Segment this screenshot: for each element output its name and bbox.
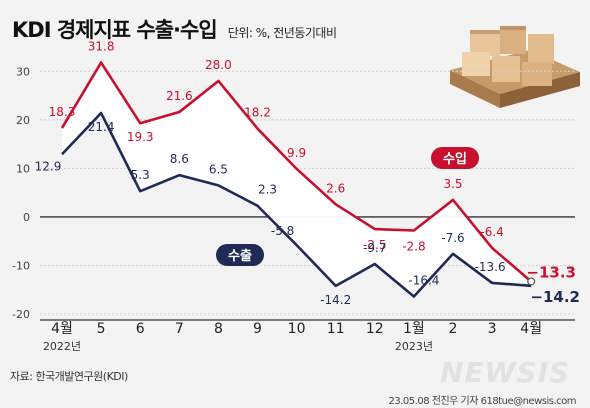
x-tick-label: 9 [253, 321, 262, 337]
unit-label: 단위: %, 전년동기대비 [227, 26, 337, 40]
x-tick-label: 12 [366, 321, 384, 337]
export-value-label: -14.2 [320, 293, 351, 307]
gap-area [62, 62, 532, 297]
export-value-label: 5.3 [131, 168, 150, 182]
y-tick-label: 30 [16, 65, 30, 78]
import-value-label: 28.0 [205, 58, 232, 72]
x-tick-label: 1월 [403, 321, 425, 337]
import-value-label: 3.5 [443, 177, 462, 191]
credit-line: 23.05.08 전진우 기자 618tue@newsis.com [388, 396, 577, 407]
x-tick-label: 6 [136, 321, 145, 337]
import-line [60, 61, 533, 283]
chart-title: KDI 경제지표 수출·수입 [12, 18, 218, 42]
export-legend-pill [216, 244, 264, 266]
watermark: NEWSIS [440, 356, 571, 389]
import-legend-pill [431, 147, 479, 169]
import-value-label: 31.8 [88, 40, 115, 54]
import-value-label: 9.9 [287, 146, 306, 160]
import-value-label: 2.6 [326, 181, 345, 195]
export-value-label: 2.3 [258, 183, 277, 197]
x-tick-label: 3 [488, 321, 497, 337]
y-tick-label: 0 [23, 211, 30, 224]
import-value-label: −13.3 [526, 263, 576, 281]
export-value-label: -7.6 [441, 231, 464, 245]
import-value-label: -6.4 [480, 225, 503, 239]
x-tick-label: 4월 [51, 321, 73, 337]
boxes-illustration-icon [450, 26, 580, 108]
export-value-label: 21.4 [88, 120, 115, 134]
series-lines [60, 61, 536, 298]
x-tick-label: 11 [327, 321, 345, 337]
y-tick-label: 20 [16, 114, 30, 127]
y-tick-label: 10 [16, 162, 30, 175]
export-value-label: -16.4 [408, 274, 439, 288]
x-tick-label: 10 [288, 321, 306, 337]
export-line [61, 111, 532, 298]
export-value-label: 12.9 [35, 159, 62, 173]
import-value-label: 18.3 [49, 105, 76, 119]
export-legend-label: 수출 [228, 248, 252, 264]
gap-fill [62, 62, 532, 297]
endpoint-marker [527, 277, 536, 286]
import-value-label: 18.2 [244, 106, 271, 120]
axis-labels: 30 20 10 0 -10 -20 4월 5 6 7 8 9 10 11 12 1월 2 3 4월 2022년 202… [12, 65, 542, 353]
data-labels: 18.3 31.8 19.3 21.6 28.0 18.2 9.9 2.6 -2.5 -2.8 3.… [35, 40, 580, 307]
source-note: 자료: 한국개발연구원(KDI) [10, 370, 128, 383]
import-value-label: -2.5 [363, 238, 386, 252]
import-value-label: 21.6 [166, 89, 193, 103]
x-tick-label: 8 [214, 321, 223, 337]
import-value-label: -2.8 [402, 240, 425, 254]
export-value-label: 8.6 [170, 152, 189, 166]
export-value-label: -5.8 [271, 224, 294, 238]
import-legend-label: 수입 [443, 152, 467, 167]
x-tick-label: 7 [175, 321, 184, 337]
import-value-label: 19.3 [127, 130, 154, 144]
year-label: 2022년 [43, 340, 81, 353]
year-label: 2023년 [395, 340, 433, 353]
y-tick-label: -10 [12, 259, 30, 272]
export-value-label: -13.6 [475, 260, 506, 274]
x-tick-label: 5 [97, 321, 106, 337]
x-tick-label: 4월 [520, 321, 542, 337]
y-tick-label: -20 [12, 308, 30, 321]
export-value-label: -9.7 [363, 241, 386, 255]
export-value-label: 6.5 [209, 162, 228, 176]
x-tick-label: 2 [449, 321, 458, 337]
header: KDI 경제지표 수출·수입 단위: %, 전년동기대비 [12, 14, 337, 44]
export-value-label: −14.2 [530, 288, 580, 306]
